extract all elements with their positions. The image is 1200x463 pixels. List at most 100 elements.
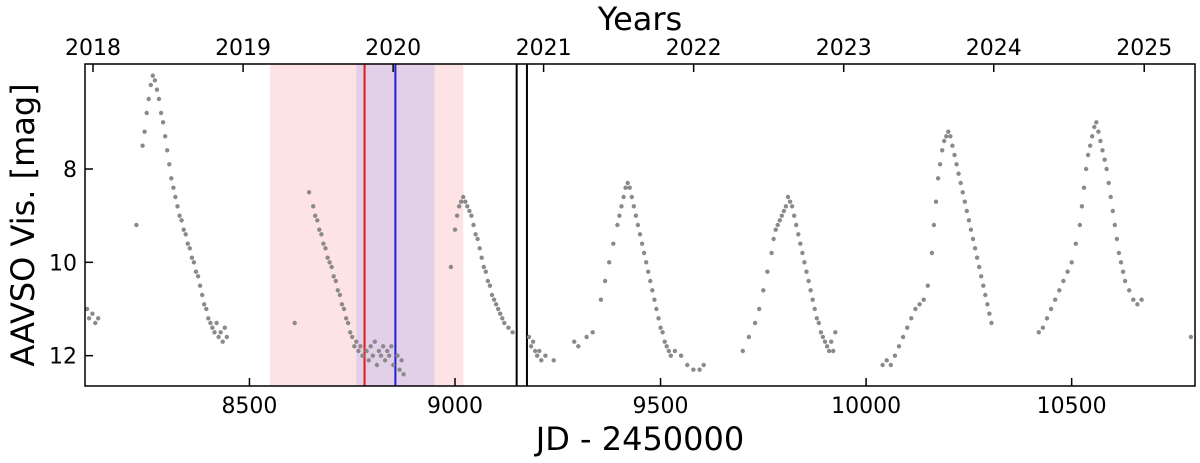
data-point: [625, 180, 630, 186]
x-tick-label: 10000: [831, 394, 901, 419]
data-point: [814, 316, 819, 321]
data-point: [292, 320, 297, 326]
data-point: [966, 218, 972, 223]
data-point: [345, 320, 351, 326]
data-point: [380, 344, 386, 349]
data-point: [485, 278, 491, 284]
data-point: [666, 348, 671, 354]
data-point: [777, 218, 782, 223]
data-point: [183, 232, 188, 237]
data-point: [200, 292, 205, 298]
data-point: [892, 353, 898, 358]
data-point: [163, 134, 168, 139]
data-point: [1139, 297, 1144, 302]
data-point: [1088, 143, 1093, 148]
data-point: [498, 311, 503, 316]
data-point: [331, 274, 336, 279]
data-point: [701, 362, 706, 368]
data-point: [465, 204, 470, 209]
year-tick-label: 2025: [1116, 36, 1172, 61]
data-point: [323, 246, 328, 251]
data-point: [181, 227, 186, 232]
data-point: [535, 353, 540, 358]
data-point: [685, 362, 690, 368]
shaded-regions: [270, 64, 464, 386]
y-tick-label: 10: [49, 251, 77, 276]
data-point: [987, 311, 992, 316]
data-point: [543, 353, 548, 358]
x-axis-ticks: 8500 9000 9500 10000 10500: [221, 378, 1107, 419]
data-point: [1057, 288, 1062, 293]
data-point: [399, 358, 404, 363]
data-point: [979, 274, 984, 279]
data-point: [214, 320, 219, 326]
data-point: [948, 134, 953, 139]
y-tick-label: 8: [63, 158, 77, 183]
data-point: [493, 302, 499, 307]
data-point: [502, 320, 507, 326]
data-point: [950, 143, 955, 148]
data-point: [1114, 236, 1120, 242]
data-point: [154, 87, 160, 92]
data-point: [798, 241, 803, 246]
data-point: [656, 316, 661, 321]
data-point: [454, 213, 460, 218]
data-point: [483, 269, 488, 274]
data-point: [1069, 260, 1074, 265]
data-point: [611, 241, 616, 246]
data-point: [321, 241, 326, 246]
data-point: [935, 176, 941, 181]
data-point: [940, 148, 945, 153]
data-point: [173, 194, 178, 200]
data-point: [1131, 297, 1136, 302]
data-point: [678, 353, 684, 358]
data-point: [619, 204, 624, 209]
data-point: [206, 316, 211, 321]
data-point: [822, 339, 828, 344]
data-point: [327, 260, 332, 265]
data-point: [981, 283, 986, 288]
data-point: [389, 344, 394, 349]
data-point: [607, 260, 612, 265]
data-point: [401, 372, 406, 377]
data-point: [804, 269, 809, 274]
data-point: [826, 348, 832, 354]
data-point: [590, 330, 595, 335]
data-point: [500, 316, 505, 321]
data-point: [896, 344, 902, 349]
year-tick-label: 2018: [65, 36, 121, 61]
data-point: [148, 82, 153, 88]
data-point: [489, 292, 495, 298]
data-point: [1073, 241, 1079, 246]
data-point: [218, 330, 223, 335]
data-point: [937, 162, 943, 167]
data-point: [1044, 316, 1050, 321]
data-point: [368, 344, 373, 349]
data-point: [366, 358, 371, 363]
data-point: [769, 250, 774, 256]
data-point: [1127, 288, 1132, 293]
data-point: [337, 292, 343, 298]
data-point: [86, 316, 92, 321]
data-point: [144, 110, 149, 116]
data-point: [668, 353, 673, 358]
data-point: [617, 213, 622, 218]
data-point: [660, 330, 665, 335]
data-point: [833, 330, 838, 335]
data-point: [1116, 250, 1122, 256]
data-point: [1110, 208, 1116, 214]
data-point: [808, 288, 813, 293]
data-point: [929, 250, 935, 256]
data-point: [193, 269, 199, 274]
data-point: [212, 330, 217, 335]
data-point: [385, 348, 390, 354]
data-point: [598, 297, 604, 302]
data-point: [952, 152, 957, 158]
data-point: [452, 227, 458, 232]
data-point: [224, 334, 229, 340]
data-point: [1048, 306, 1054, 312]
data-point: [633, 213, 639, 218]
data-point: [335, 288, 340, 293]
data-point: [187, 246, 192, 251]
data-point: [473, 232, 478, 237]
